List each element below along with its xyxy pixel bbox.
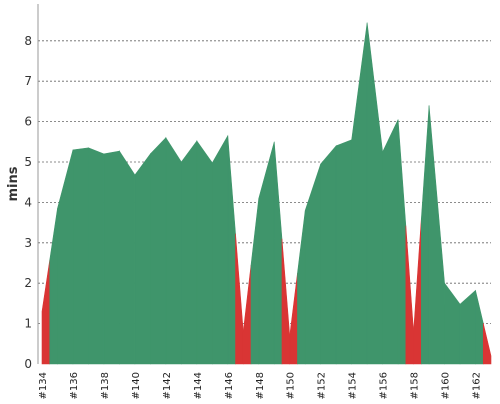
area-segment-success [103, 150, 120, 365]
y-tick-label: 0 [24, 357, 32, 371]
area-segment-success [351, 22, 368, 365]
x-tick-label: #136 [69, 372, 80, 399]
x-tick-label: #158 [410, 372, 421, 399]
x-tick-label: #144 [193, 372, 204, 399]
x-tick-label: #160 [441, 372, 452, 399]
area-segment-success [428, 105, 445, 365]
area-segment-success [165, 136, 182, 365]
area-segment-failure [482, 323, 492, 365]
area-segment-failure [413, 218, 422, 365]
area-segment-success [57, 149, 74, 365]
area-segment-success [397, 119, 407, 365]
y-tick-label: 1 [24, 317, 32, 331]
y-tick-label: 6 [24, 115, 32, 129]
x-tick-label: #154 [348, 372, 359, 399]
x-tick-label: #162 [472, 372, 483, 399]
area-segment-success [258, 141, 275, 365]
y-tick-label: 2 [24, 276, 32, 290]
area-segment-success [444, 282, 461, 365]
area-segment-success [119, 150, 136, 365]
area-segment-success [72, 147, 89, 365]
area-series [41, 22, 492, 365]
y-tick-label: 8 [24, 34, 32, 48]
y-axis-label: mins [6, 166, 21, 201]
area-segment-failure [289, 273, 298, 365]
area-segment-success [250, 198, 260, 365]
area-segment-success [196, 140, 213, 365]
x-tick-label: #138 [100, 372, 111, 399]
area-segment-success [366, 22, 383, 365]
area-segment-success [49, 208, 58, 365]
x-tick-label: #140 [131, 372, 142, 399]
area-segment-failure [281, 238, 291, 365]
area-segment-success [382, 119, 399, 365]
area-segment-success [134, 153, 151, 365]
area-segment-success [150, 137, 167, 365]
area-segment-success [304, 163, 321, 365]
y-tick-label: 7 [24, 74, 32, 88]
area-segment-success [297, 210, 306, 365]
y-tick-label: 4 [24, 195, 32, 209]
area-segment-failure [405, 225, 414, 365]
area-segment-success [181, 140, 198, 365]
x-tick-label: #146 [224, 372, 235, 399]
area-segment-success [227, 135, 236, 365]
area-segment-failure [41, 259, 51, 365]
area-segment-success [421, 105, 430, 365]
x-tick-labels: #134 #136 #138 #140 #142 #144 #146 #148 #150 #152… [38, 372, 483, 399]
area-segment-success [475, 290, 484, 365]
y-tick-label: 3 [24, 236, 32, 250]
area-segment-failure [242, 264, 252, 365]
area-segment-failure [235, 233, 244, 365]
area-segment-success [88, 147, 105, 365]
area-segment-success [320, 145, 337, 365]
x-tick-label: #134 [38, 372, 49, 399]
x-tick-label: #148 [255, 372, 266, 399]
area-segment-success [335, 139, 352, 365]
area-segment-success [459, 289, 476, 365]
area-segment-success [212, 134, 229, 365]
x-tick-label: #150 [286, 372, 297, 399]
x-tick-label: #142 [162, 372, 173, 399]
area-segment-success [273, 141, 283, 365]
x-tick-label: #152 [317, 372, 328, 399]
y-tick-label: 5 [24, 155, 32, 169]
x-tick-label: #156 [379, 372, 390, 399]
y-tick-labels: 0 1 2 3 4 5 6 7 8 [24, 34, 32, 371]
